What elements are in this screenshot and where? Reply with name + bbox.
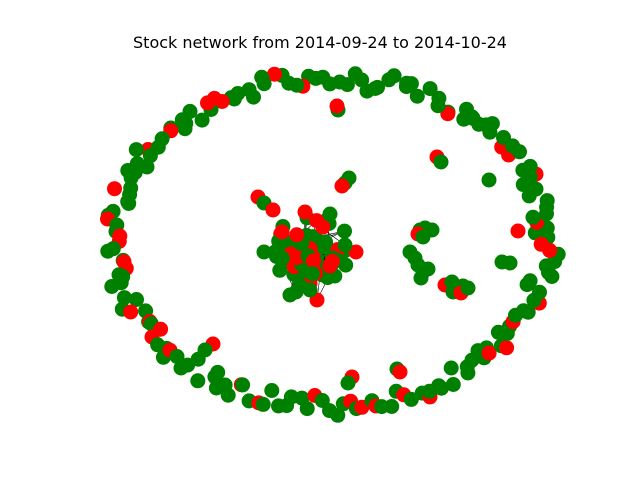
network-node-green xyxy=(532,284,547,300)
network-node-green xyxy=(502,255,518,271)
network-node-green xyxy=(254,69,270,85)
network-node-green xyxy=(330,407,346,423)
network-node-green xyxy=(430,98,446,114)
network-node-green xyxy=(190,373,206,389)
network-node-red xyxy=(289,227,305,243)
network-node-red xyxy=(481,345,497,361)
network-node-green xyxy=(220,387,236,403)
network-node-green xyxy=(121,195,137,211)
chart-title: Stock network from 2014-09-24 to 2014-10… xyxy=(133,33,507,52)
network-node-green xyxy=(139,159,155,175)
network-node-red xyxy=(267,66,282,82)
network-node-green xyxy=(340,375,356,391)
network-node-green xyxy=(484,116,500,132)
network-node-green xyxy=(522,273,538,289)
network-node-green xyxy=(460,280,476,296)
network-node-green xyxy=(481,172,497,188)
network-node-green xyxy=(413,270,429,286)
network-node-green xyxy=(384,399,400,414)
network-node-green xyxy=(539,193,555,209)
network-node-green xyxy=(302,282,318,298)
network-node-red xyxy=(510,223,526,239)
network-node-green xyxy=(403,391,419,407)
network-node-green xyxy=(337,223,352,239)
network-node-red xyxy=(107,181,122,197)
network-node-green xyxy=(299,401,315,417)
network-node-green xyxy=(194,112,210,128)
network-node-red xyxy=(297,204,313,220)
network-node-red xyxy=(306,253,322,269)
network-node-green xyxy=(456,111,472,127)
network-node-green xyxy=(522,158,538,174)
network-node-green xyxy=(256,244,272,260)
network-node-green xyxy=(272,262,288,278)
network-node-green xyxy=(128,142,144,158)
network-node-green xyxy=(241,82,257,98)
network-node-red xyxy=(309,213,325,229)
network-node-green xyxy=(210,364,226,380)
network-node-red xyxy=(265,202,281,218)
network-node-green xyxy=(445,377,461,392)
network-node-green xyxy=(433,380,449,396)
network-node-green xyxy=(197,342,213,358)
network-node-red xyxy=(123,304,139,320)
network-node-green xyxy=(169,349,185,364)
network-node-green xyxy=(104,279,120,294)
network-node-green xyxy=(337,237,353,253)
network-node-green xyxy=(433,154,449,170)
network-node-green xyxy=(496,130,511,145)
network-node-green xyxy=(255,396,271,412)
network-node-red xyxy=(348,244,364,260)
network-node-red xyxy=(533,236,549,252)
node-layer xyxy=(100,66,566,423)
network-node-green xyxy=(415,229,431,245)
network-node-green xyxy=(129,292,144,307)
network-node-green xyxy=(174,112,190,128)
network-node-red xyxy=(392,364,408,380)
network-node-green xyxy=(347,66,363,82)
network-node-green xyxy=(267,244,283,260)
network-node-red xyxy=(329,98,345,114)
network-node-green xyxy=(422,81,438,97)
network-node-green xyxy=(460,365,476,381)
network-node-green xyxy=(235,377,251,393)
network-node-green xyxy=(381,72,397,88)
network-node-green xyxy=(282,287,298,303)
network-node-green xyxy=(471,116,487,132)
network-node-green xyxy=(409,88,425,104)
network-node-red xyxy=(200,95,215,111)
network-node-green xyxy=(116,290,132,306)
network-node-green xyxy=(142,148,158,164)
network-node-red xyxy=(274,224,290,240)
network-node-green xyxy=(359,83,375,99)
network-node-green xyxy=(398,79,414,95)
network-node-green xyxy=(264,383,280,398)
network-node-green xyxy=(525,209,541,225)
network-node-red xyxy=(334,178,350,194)
network-node-green xyxy=(100,243,116,259)
network-node-green xyxy=(443,360,459,376)
network-node-green xyxy=(322,206,338,222)
network-node-green xyxy=(305,266,320,282)
network-node-green xyxy=(520,304,536,320)
network-node-green xyxy=(180,357,196,373)
network-node-red xyxy=(499,340,515,356)
network-node-green xyxy=(150,337,166,353)
network-node-red xyxy=(324,253,340,269)
